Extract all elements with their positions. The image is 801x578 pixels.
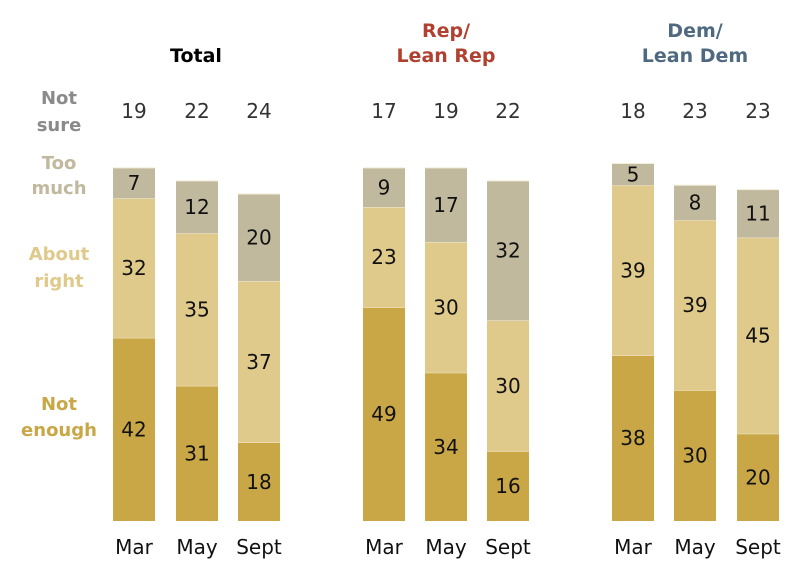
segment-value-label: 45 — [745, 324, 770, 348]
bar-segment-not-enough — [113, 337, 155, 521]
segment-value-label: 32 — [121, 256, 146, 280]
segment-value-label: 39 — [682, 293, 707, 317]
x-tick-label: Mar — [115, 535, 154, 559]
segment-value-label: 32 — [495, 239, 520, 263]
bar-segment-not-enough — [363, 307, 405, 521]
segment-value-label: 12 — [184, 195, 209, 219]
x-tick-label: Sept — [236, 535, 282, 559]
group-title: Lean Rep — [396, 45, 495, 67]
bar-segment-about-right — [113, 198, 155, 338]
segment-value-label: 7 — [128, 171, 141, 195]
segment-value-label: 18 — [246, 470, 271, 494]
x-tick-label: Mar — [365, 535, 404, 559]
segment-value-label: 38 — [620, 426, 645, 450]
bar-segment-not-enough — [674, 390, 716, 521]
bar-segment-too-much — [487, 180, 529, 321]
bar-segment-too-much — [674, 185, 716, 221]
legend-label-not-enough: enough — [21, 420, 97, 441]
segment-value-label: 23 — [371, 245, 396, 269]
bar-segment-about-right — [737, 237, 779, 434]
bar-segment-too-much — [238, 194, 280, 282]
not-sure-value: 18 — [620, 99, 645, 123]
bar-segment-too-much — [113, 167, 155, 199]
bar-segment-about-right — [238, 281, 280, 443]
legend-label-too-much: much — [31, 178, 86, 199]
x-tick-label: Sept — [735, 535, 781, 559]
segment-value-label: 39 — [620, 258, 645, 282]
not-sure-value: 23 — [682, 99, 707, 123]
not-sure-value: 23 — [745, 99, 770, 123]
group-title: Lean Dem — [642, 45, 748, 67]
bar-segment-not-enough — [176, 385, 218, 521]
bar-segment-too-much — [363, 167, 405, 208]
x-tick-label: May — [674, 535, 716, 559]
not-sure-value: 19 — [121, 99, 146, 123]
group-title: Total — [170, 45, 222, 67]
segment-value-label: 30 — [682, 444, 707, 468]
bar-segment-not-enough — [487, 451, 529, 521]
bar-segment-too-much — [176, 180, 218, 234]
x-tick-label: Mar — [614, 535, 653, 559]
group-title: Rep/ — [422, 20, 470, 42]
segment-value-label: 37 — [246, 350, 271, 374]
segment-value-label: 49 — [371, 402, 396, 426]
legend-label-too-much: Too — [42, 153, 77, 174]
segment-value-label: 16 — [495, 474, 520, 498]
not-sure-value: 24 — [246, 99, 271, 123]
segment-value-label: 11 — [745, 202, 770, 226]
segment-value-label: 20 — [745, 465, 770, 489]
bar-segment-about-right — [176, 233, 218, 386]
legend-label-about-right: right — [34, 271, 84, 292]
not-sure-value: 22 — [184, 99, 209, 123]
segment-value-label: 17 — [433, 193, 458, 217]
not-sure-value: 22 — [495, 99, 520, 123]
legend-label-not-sure: Not — [41, 88, 77, 109]
segment-value-label: 35 — [184, 298, 209, 322]
segment-value-label: 9 — [378, 175, 391, 199]
bar-segment-not-enough — [612, 355, 654, 521]
not-sure-value: 17 — [371, 99, 396, 123]
segment-value-label: 20 — [246, 226, 271, 250]
segment-value-label: 42 — [121, 417, 146, 441]
bar-segment-not-enough — [238, 442, 280, 521]
legend-label-not-enough: Not — [41, 394, 77, 415]
bar-segment-about-right — [674, 220, 716, 391]
segment-value-label: 30 — [495, 374, 520, 398]
x-tick-label: Sept — [485, 535, 531, 559]
legend-label-not-sure: sure — [37, 115, 82, 136]
legend-label-about-right: About — [29, 244, 90, 265]
segment-value-label: 5 — [627, 162, 640, 186]
not-sure-value: 19 — [433, 99, 458, 123]
group-title: Dem/ — [667, 20, 722, 42]
segment-value-label: 30 — [433, 295, 458, 319]
bar-segment-about-right — [487, 320, 529, 452]
segment-value-label: 31 — [184, 441, 209, 465]
bar-segment-too-much — [612, 163, 654, 186]
segment-value-label: 8 — [689, 191, 702, 215]
bar-segment-about-right — [612, 185, 654, 356]
bar-segment-not-enough — [737, 433, 779, 521]
bar-segment-about-right — [425, 241, 467, 373]
bar-segment-not-enough — [425, 372, 467, 521]
x-tick-label: May — [176, 535, 218, 559]
bar-segment-too-much — [425, 167, 467, 242]
segment-value-label: 34 — [433, 435, 458, 459]
x-tick-label: May — [425, 535, 467, 559]
bar-segment-too-much — [737, 189, 779, 238]
bar-segment-about-right — [363, 207, 405, 308]
